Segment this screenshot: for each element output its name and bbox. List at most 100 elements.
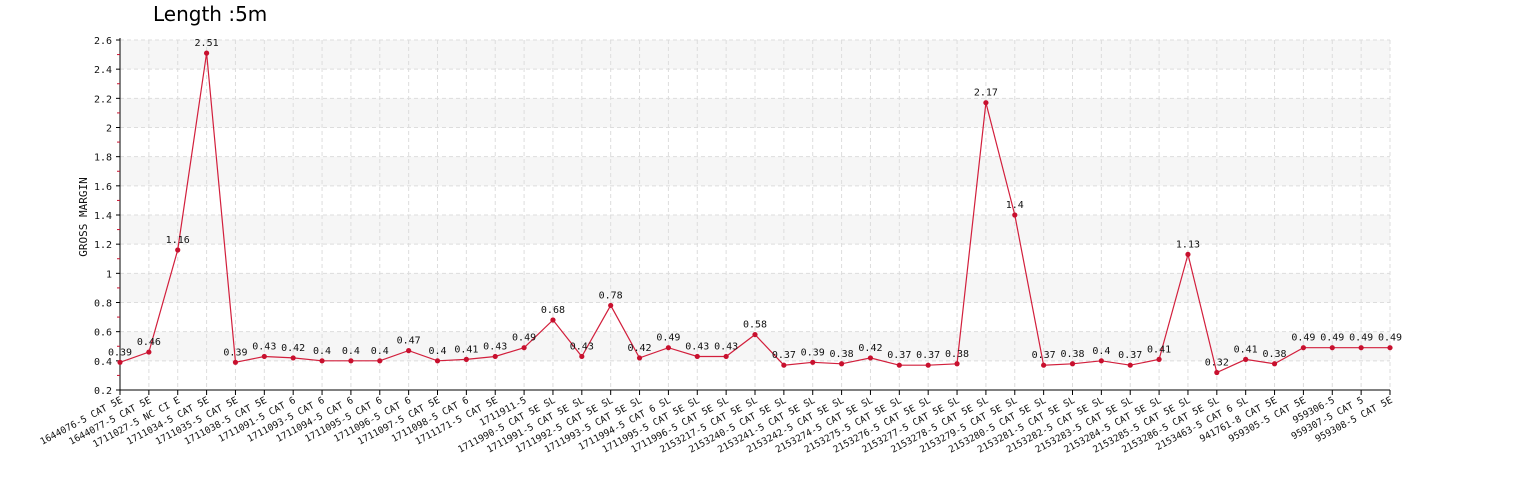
y-tick-label: 1 xyxy=(106,269,112,280)
data-label: 0.47 xyxy=(397,336,421,347)
data-point xyxy=(117,359,123,365)
data-point xyxy=(810,359,816,365)
data-label: 0.39 xyxy=(108,347,132,358)
data-point xyxy=(752,331,758,338)
data-point xyxy=(579,353,585,360)
data-label: 0.4 xyxy=(342,346,360,357)
y-tick-label: 0.2 xyxy=(94,386,112,397)
data-point xyxy=(1387,345,1393,351)
data-point xyxy=(319,358,325,364)
y-tick-label: 1.6 xyxy=(94,182,112,193)
data-label: 0.41 xyxy=(1147,344,1171,355)
data-label: 0.49 xyxy=(656,333,680,344)
data-point xyxy=(1214,369,1220,376)
data-point xyxy=(1127,362,1133,368)
data-label: 0.43 xyxy=(685,341,709,352)
data-point xyxy=(406,348,412,354)
y-tick-label: 1.2 xyxy=(94,240,112,251)
y-axis-label: GROSS MARGIN xyxy=(77,177,90,256)
data-point xyxy=(723,353,729,360)
data-label: 0.49 xyxy=(512,333,536,344)
data-point xyxy=(983,100,989,106)
data-label: 0.38 xyxy=(830,349,854,360)
data-label: 0.38 xyxy=(1060,349,1084,360)
data-label: 0.49 xyxy=(1349,333,1373,344)
data-label: 0.42 xyxy=(858,343,882,354)
data-label: 0.4 xyxy=(1092,346,1110,357)
data-point xyxy=(954,361,960,367)
data-label: 0.4 xyxy=(428,346,446,357)
data-label: 0.42 xyxy=(627,343,651,354)
data-point xyxy=(290,355,296,361)
data-point xyxy=(925,362,931,368)
data-labels: 0.390.461.162.510.390.43 0.42 0.4 0.4 0.40.4… xyxy=(108,38,1402,368)
data-label: 0.32 xyxy=(1205,358,1229,369)
data-label: 0.37 xyxy=(1032,350,1056,361)
data-point xyxy=(1156,356,1162,362)
data-label: 0.49 xyxy=(1291,333,1315,344)
data-label: 0.38 xyxy=(945,349,969,360)
data-point xyxy=(694,353,700,360)
y-tick-label: 0.8 xyxy=(94,299,112,310)
y-axis-ticks: 0.2 0.4 0.6 0.8 1 1.2 1.4 1.6 1.8 2 2.2 2.4 2.6 xyxy=(94,36,120,397)
data-label: 0.38 xyxy=(1262,349,1286,360)
data-point xyxy=(1069,361,1076,367)
data-point xyxy=(232,359,239,365)
data-point xyxy=(1041,362,1047,368)
data-point xyxy=(1012,212,1018,218)
data-label: 0.39 xyxy=(223,347,247,358)
data-label: 0.58 xyxy=(743,320,767,331)
data-label: 0.78 xyxy=(599,290,623,301)
data-point xyxy=(838,361,845,367)
data-point xyxy=(434,358,441,364)
data-label: 0.37 xyxy=(887,350,911,361)
data-label: 0.4 xyxy=(371,346,389,357)
y-tick-label: 0.6 xyxy=(94,328,112,339)
data-point xyxy=(867,355,874,361)
data-point xyxy=(492,353,498,360)
data-point xyxy=(636,355,643,361)
data-point xyxy=(175,247,181,253)
data-label: 0.42 xyxy=(281,343,305,354)
data-point xyxy=(665,345,672,351)
data-point xyxy=(463,356,469,362)
y-tick-label: 0.4 xyxy=(94,357,112,368)
y-tick-label: 2.2 xyxy=(94,94,112,105)
data-label: 0.43 xyxy=(714,341,738,352)
data-point xyxy=(1329,345,1335,351)
data-label: 0.49 xyxy=(1378,333,1402,344)
series-layer xyxy=(117,50,1393,376)
data-label: 1.16 xyxy=(166,235,190,246)
data-label: 1.13 xyxy=(1176,239,1200,250)
data-label: 0.49 xyxy=(1320,333,1344,344)
data-point xyxy=(896,362,902,368)
y-tick-label: 1.4 xyxy=(94,211,112,222)
data-point xyxy=(261,353,267,360)
data-point xyxy=(348,358,354,364)
data-label: 0.41 xyxy=(1234,344,1258,355)
data-label: 1.4 xyxy=(1006,200,1024,211)
data-point xyxy=(1098,358,1104,364)
data-label: 0.43 xyxy=(252,341,276,352)
data-label: 0.37 xyxy=(916,350,940,361)
data-label: 0.43 xyxy=(483,341,507,352)
chart-title: Length :5m xyxy=(153,2,267,26)
data-point xyxy=(781,362,787,368)
data-point xyxy=(608,302,614,309)
data-point xyxy=(146,349,152,355)
data-point xyxy=(1300,345,1307,351)
plot-bands xyxy=(120,40,1390,361)
data-label: 0.68 xyxy=(541,305,565,316)
data-point xyxy=(377,358,383,364)
data-point xyxy=(1243,356,1249,362)
data-label: 2.17 xyxy=(974,88,998,99)
data-point xyxy=(1271,361,1278,367)
y-tick-label: 2.6 xyxy=(94,36,112,47)
data-point xyxy=(550,317,556,323)
y-tick-label: 2.4 xyxy=(94,65,112,76)
data-point xyxy=(1185,251,1191,257)
data-label: 0.39 xyxy=(801,347,825,358)
